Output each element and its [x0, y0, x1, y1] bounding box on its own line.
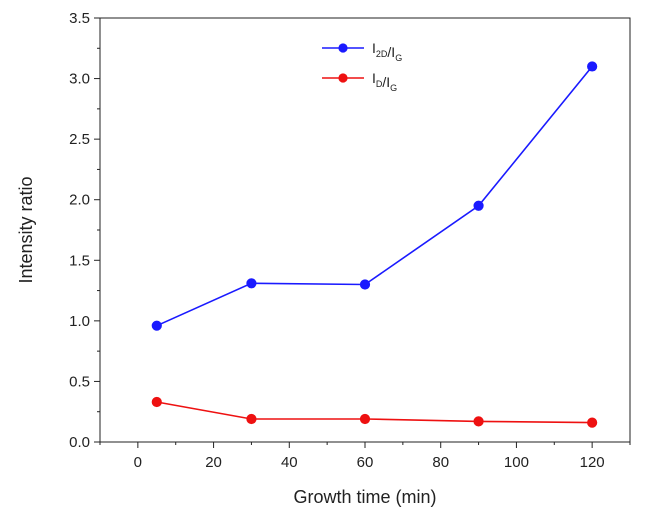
x-axis-title: Growth time (min) [293, 487, 436, 507]
data-point [359, 413, 371, 425]
y-tick-label: 3.0 [69, 71, 90, 88]
y-tick-label: 2.0 [69, 192, 90, 209]
y-tick-label: 2.5 [69, 131, 90, 148]
data-point [359, 279, 371, 290]
legend-label: I2D/IG [372, 40, 402, 63]
plot-frame [99, 17, 631, 443]
x-tick-label: 40 [281, 454, 298, 471]
series-line-0 [156, 65, 593, 327]
y-axis: 0.0 0.5 1.0 1.5 2.0 2.5 3.0 3.5 [69, 10, 100, 451]
y-tick-label: 1.5 [69, 252, 90, 269]
data-point [473, 416, 484, 427]
legend-marker [338, 43, 348, 53]
data-point [151, 396, 162, 408]
data-point [587, 417, 598, 428]
series-layer [151, 61, 598, 428]
data-point [151, 320, 162, 331]
y-tick-label: 3.5 [69, 10, 90, 27]
series-line-1 [156, 401, 593, 424]
data-point [587, 61, 598, 72]
y-tick-label: 1.0 [69, 313, 90, 330]
x-axis: 0 20 40 60 80 100 120 [99, 442, 631, 471]
data-point [246, 278, 257, 289]
data-point [246, 413, 257, 425]
x-tick-label: 120 [580, 454, 605, 471]
x-tick-label: 60 [357, 454, 374, 471]
data-point [473, 200, 484, 211]
legend-marker [338, 73, 348, 83]
x-tick-label: 20 [205, 454, 222, 471]
y-tick-label: 0.5 [69, 373, 90, 390]
x-tick-label: 80 [432, 454, 449, 471]
x-tick-label: 100 [504, 454, 529, 471]
x-tick-label: 0 [134, 454, 142, 471]
y-axis-title: Intensity ratio [16, 176, 36, 283]
y-tick-label: 0.0 [69, 434, 90, 451]
legend-label: ID/IG [372, 70, 397, 93]
legend: I2D/IG ID/IG [322, 40, 402, 93]
